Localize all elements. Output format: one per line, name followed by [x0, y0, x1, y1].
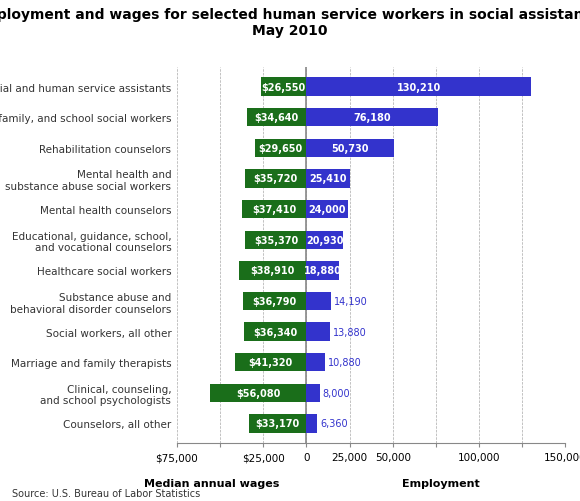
Text: $35,720: $35,720 [253, 174, 298, 184]
Bar [306, 78, 531, 97]
Bar [255, 139, 306, 158]
Text: Source: U.S. Bureau of Labor Statistics: Source: U.S. Bureau of Labor Statistics [12, 488, 200, 498]
Bar [239, 262, 306, 280]
Bar [244, 323, 306, 341]
Text: $56,080: $56,080 [236, 388, 280, 398]
Bar [306, 139, 394, 158]
Bar [245, 231, 306, 249]
Text: 130,210: 130,210 [397, 83, 441, 93]
Text: 76,180: 76,180 [353, 113, 391, 123]
Text: $36,790: $36,790 [252, 297, 297, 306]
Text: $41,320: $41,320 [249, 357, 293, 367]
Bar [209, 384, 306, 402]
Text: 18,880: 18,880 [304, 266, 342, 276]
Bar [306, 292, 331, 311]
Text: 24,000: 24,000 [309, 205, 346, 214]
Text: Employment and wages for selected human service workers in social assistance,
Ma: Employment and wages for selected human … [0, 8, 580, 38]
Text: 14,190: 14,190 [334, 297, 367, 306]
Text: Median annual wages: Median annual wages [144, 478, 280, 488]
Bar [306, 353, 325, 372]
Bar [306, 109, 438, 127]
Bar [260, 78, 306, 97]
Text: 8,000: 8,000 [323, 388, 350, 398]
Text: 20,930: 20,930 [306, 235, 343, 245]
Text: Employment: Employment [402, 478, 480, 488]
Text: $26,550: $26,550 [262, 83, 306, 93]
Bar [235, 353, 306, 372]
Text: 25,410: 25,410 [310, 174, 347, 184]
Text: $33,170: $33,170 [256, 418, 300, 428]
Bar [245, 170, 306, 188]
Text: $34,640: $34,640 [255, 113, 299, 123]
Bar [306, 323, 331, 341]
Bar [243, 292, 306, 311]
Text: 13,880: 13,880 [333, 327, 367, 337]
Text: $36,340: $36,340 [253, 327, 297, 337]
Bar [306, 414, 317, 433]
Text: $37,410: $37,410 [252, 205, 296, 214]
Bar [242, 200, 306, 219]
Bar [306, 170, 350, 188]
Bar [246, 109, 306, 127]
Text: $38,910: $38,910 [251, 266, 295, 276]
Text: 10,880: 10,880 [328, 357, 361, 367]
Text: 50,730: 50,730 [332, 144, 369, 154]
Text: $35,370: $35,370 [254, 235, 298, 245]
Bar [306, 262, 339, 280]
Bar [306, 231, 343, 249]
Text: 6,360: 6,360 [320, 418, 347, 428]
Bar [249, 414, 306, 433]
Text: $29,650: $29,650 [259, 144, 303, 154]
Bar [306, 384, 320, 402]
Bar [306, 200, 348, 219]
